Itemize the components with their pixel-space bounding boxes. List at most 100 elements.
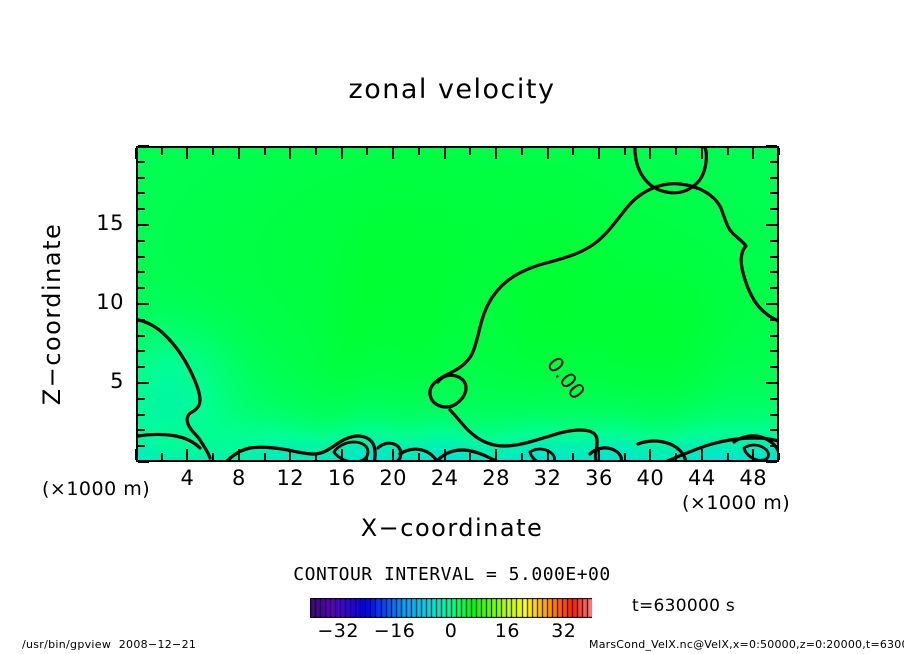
tick-mark [770, 429, 777, 432]
tick-mark [770, 397, 777, 400]
x-tick-label: 20 [379, 466, 408, 490]
tick-mark [138, 145, 149, 147]
tick-mark [700, 148, 703, 159]
tick-mark [770, 318, 777, 321]
tick-mark [766, 303, 777, 305]
tick-mark [778, 148, 780, 155]
tick-mark [443, 148, 446, 159]
tick-mark [770, 413, 777, 416]
x-tick-label: 44 [687, 466, 716, 490]
tick-mark [138, 382, 149, 384]
tick-mark [597, 148, 600, 159]
y-axis-title: Z−coordinate [38, 222, 66, 406]
tick-mark [675, 453, 678, 460]
tick-mark [770, 208, 777, 211]
tick-mark [572, 453, 575, 460]
x-axis-title: X−coordinate [360, 514, 544, 542]
tick-mark [443, 449, 446, 460]
tick-mark [160, 148, 163, 155]
tick-mark [237, 148, 240, 159]
tick-mark [212, 148, 215, 155]
tick-mark [315, 148, 318, 155]
tick-mark [160, 453, 163, 460]
tick-mark [495, 148, 498, 159]
tick-mark [263, 453, 266, 460]
tick-mark [770, 271, 777, 274]
y-tick-label: 15 [96, 211, 124, 235]
tick-mark [770, 334, 777, 337]
colorbar-gradient [310, 598, 592, 618]
tick-mark [186, 148, 189, 159]
x-tick-label: 16 [327, 466, 356, 490]
footer-dataset-label: MarsCond_VelX.nc@VelX,x=0:50000,z=0:2000… [589, 638, 904, 651]
tick-mark [766, 461, 777, 463]
tick-mark [766, 224, 777, 226]
tick-mark [623, 453, 626, 460]
tick-mark [237, 449, 240, 460]
contour-interval-text: CONTOUR INTERVAL = 5.000E+00 [293, 564, 611, 585]
colorbar-tick-label: −32 [317, 620, 359, 642]
tick-mark [520, 148, 523, 155]
tick-mark [138, 303, 149, 305]
tick-mark [520, 453, 523, 460]
tick-mark [752, 148, 755, 159]
tick-mark [417, 148, 420, 155]
tick-mark [778, 453, 780, 460]
tick-mark [138, 287, 145, 290]
tick-mark [770, 239, 777, 242]
colorbar-tick-label: 0 [444, 620, 458, 642]
tick-mark [417, 453, 420, 460]
tick-mark [649, 148, 652, 159]
tick-mark [623, 148, 626, 155]
x-tick-label: 24 [430, 466, 459, 490]
colorbar-tick-label: 16 [494, 620, 520, 642]
x-tick-label: 36 [585, 466, 613, 490]
tick-mark [212, 453, 215, 460]
colorbar-tick-label: 32 [551, 620, 577, 642]
tick-mark [138, 176, 145, 179]
colorbar[interactable] [310, 598, 592, 618]
tick-mark [770, 255, 777, 258]
tick-mark [138, 318, 145, 321]
x-tick-label: 12 [276, 466, 305, 490]
tick-mark [186, 449, 189, 460]
tick-mark [392, 449, 395, 460]
tick-mark [138, 255, 145, 258]
x-tick-label: 32 [533, 466, 562, 490]
tick-mark [546, 148, 549, 159]
y-tick-label: 5 [110, 369, 124, 393]
tick-mark [138, 366, 145, 369]
tick-mark [138, 429, 145, 432]
tick-mark [138, 461, 149, 463]
y-tick-label: 10 [96, 290, 124, 314]
tick-mark [392, 148, 395, 159]
tick-mark [289, 449, 292, 460]
tick-mark [766, 382, 777, 384]
tick-mark [138, 160, 145, 163]
tick-mark [340, 148, 343, 159]
x-axis-unit-left: (×1000 m) [42, 478, 151, 500]
tick-mark [138, 192, 145, 195]
tick-mark [700, 449, 703, 460]
tick-mark [289, 148, 292, 159]
tick-mark [469, 148, 472, 155]
tick-mark [770, 445, 777, 448]
tick-mark [315, 453, 318, 460]
contour-plot-area[interactable]: 0.00 [136, 146, 779, 462]
tick-mark [572, 148, 575, 155]
tick-mark [546, 449, 549, 460]
tick-mark [138, 334, 145, 337]
x-tick-label: 48 [739, 466, 768, 490]
tick-mark [138, 224, 149, 226]
tick-mark [340, 449, 343, 460]
shaded-field-canvas [138, 148, 777, 460]
tick-mark [469, 453, 472, 460]
tick-mark [766, 145, 777, 147]
x-tick-label: 4 [180, 466, 195, 490]
tick-mark [366, 453, 369, 460]
tick-mark [770, 160, 777, 163]
tick-mark [138, 445, 145, 448]
tick-mark [726, 148, 729, 155]
tick-mark [366, 148, 369, 155]
tick-mark [138, 397, 145, 400]
